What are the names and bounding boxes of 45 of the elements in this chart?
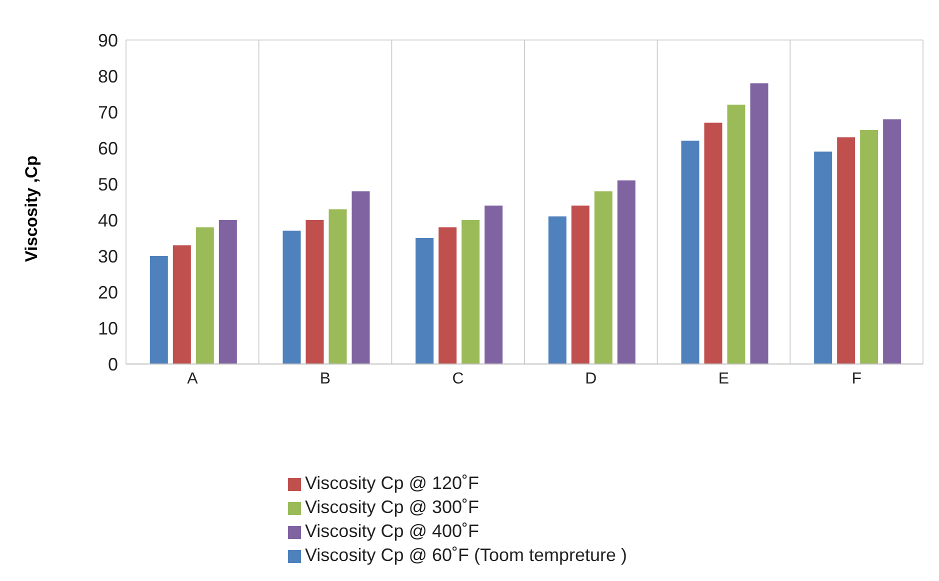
bar <box>681 140 700 364</box>
bar <box>328 209 347 364</box>
bar <box>352 191 370 364</box>
bar <box>883 119 902 364</box>
legend-label: Viscosity Cp @ 60˚F (Toom tempreture ) <box>305 545 628 565</box>
y-axis-title: Viscosity ,Cp <box>22 156 42 262</box>
y-tick-label: 90 <box>98 30 118 50</box>
bar <box>704 122 722 364</box>
bar <box>172 245 191 364</box>
y-tick-label: 70 <box>98 102 118 122</box>
x-tick-label: E <box>718 370 730 388</box>
bar <box>837 137 856 364</box>
y-tick-label: 80 <box>98 66 118 86</box>
bar <box>594 191 612 364</box>
y-tick-label: 30 <box>98 246 118 266</box>
bar <box>814 152 832 364</box>
x-tick-label: B <box>320 370 331 388</box>
bar <box>750 83 768 364</box>
bar <box>438 227 457 364</box>
legend-label: Viscosity Cp @ 300˚F <box>305 497 479 517</box>
y-tick-label: 20 <box>98 282 118 302</box>
y-tick-label: 10 <box>98 318 118 338</box>
bar <box>484 206 503 364</box>
bar <box>196 227 214 364</box>
bar <box>218 220 237 364</box>
bar <box>282 230 301 364</box>
bar <box>860 130 878 364</box>
bar <box>548 216 566 364</box>
bar <box>306 220 324 364</box>
legend-label: Viscosity Cp @ 120˚F <box>305 473 479 493</box>
x-tick-label: A <box>187 370 198 388</box>
x-tick-label: D <box>585 370 597 388</box>
bar <box>462 220 480 364</box>
bar <box>571 206 590 364</box>
bar <box>727 104 746 364</box>
x-tick-label: F <box>852 370 862 388</box>
y-tick-label: 60 <box>98 138 118 158</box>
bar <box>617 180 636 364</box>
y-tick-label: 40 <box>98 210 118 230</box>
x-tick-label: C <box>452 370 464 388</box>
bar <box>150 256 168 364</box>
legend-label: Viscosity Cp @ 400˚F <box>305 521 479 541</box>
y-tick-label: 50 <box>98 174 118 194</box>
bar <box>416 238 434 364</box>
y-tick-label: 0 <box>108 354 118 374</box>
